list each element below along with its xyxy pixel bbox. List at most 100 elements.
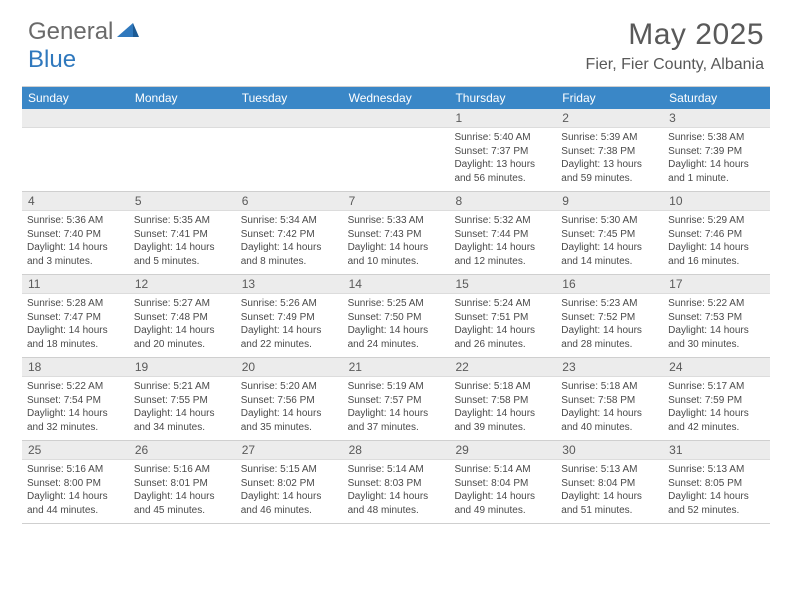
day-number: 15 <box>449 275 556 294</box>
day-cell: 26Sunrise: 5:16 AMSunset: 8:01 PMDayligh… <box>129 441 236 523</box>
day-cell <box>129 109 236 191</box>
day-cell: 6Sunrise: 5:34 AMSunset: 7:42 PMDaylight… <box>236 192 343 274</box>
day-number: 2 <box>556 109 663 128</box>
sunrise-text: Sunrise: 5:16 AM <box>27 463 124 477</box>
day-body: Sunrise: 5:14 AMSunset: 8:03 PMDaylight:… <box>343 460 450 522</box>
day-cell: 4Sunrise: 5:36 AMSunset: 7:40 PMDaylight… <box>22 192 129 274</box>
sunrise-text: Sunrise: 5:22 AM <box>668 297 765 311</box>
dow-thursday: Thursday <box>449 87 556 109</box>
day-cell: 8Sunrise: 5:32 AMSunset: 7:44 PMDaylight… <box>449 192 556 274</box>
day-number <box>236 109 343 128</box>
day-cell <box>343 109 450 191</box>
day-body <box>22 128 129 136</box>
day-number: 29 <box>449 441 556 460</box>
week-row: 4Sunrise: 5:36 AMSunset: 7:40 PMDaylight… <box>22 192 770 275</box>
sunset-text: Sunset: 8:04 PM <box>454 477 551 491</box>
logo-triangle-icon <box>117 21 139 44</box>
day-cell: 28Sunrise: 5:14 AMSunset: 8:03 PMDayligh… <box>343 441 450 523</box>
week-row: 18Sunrise: 5:22 AMSunset: 7:54 PMDayligh… <box>22 358 770 441</box>
day-cell <box>236 109 343 191</box>
day-of-week-row: Sunday Monday Tuesday Wednesday Thursday… <box>22 87 770 109</box>
day-cell: 9Sunrise: 5:30 AMSunset: 7:45 PMDaylight… <box>556 192 663 274</box>
day-cell: 14Sunrise: 5:25 AMSunset: 7:50 PMDayligh… <box>343 275 450 357</box>
day-body: Sunrise: 5:16 AMSunset: 8:00 PMDaylight:… <box>22 460 129 522</box>
day-cell: 23Sunrise: 5:18 AMSunset: 7:58 PMDayligh… <box>556 358 663 440</box>
day-body: Sunrise: 5:20 AMSunset: 7:56 PMDaylight:… <box>236 377 343 439</box>
daylight-text: Daylight: 14 hours and 24 minutes. <box>348 324 445 351</box>
day-body: Sunrise: 5:30 AMSunset: 7:45 PMDaylight:… <box>556 211 663 273</box>
dow-tuesday: Tuesday <box>236 87 343 109</box>
day-body: Sunrise: 5:39 AMSunset: 7:38 PMDaylight:… <box>556 128 663 190</box>
day-body: Sunrise: 5:33 AMSunset: 7:43 PMDaylight:… <box>343 211 450 273</box>
week-row: 1Sunrise: 5:40 AMSunset: 7:37 PMDaylight… <box>22 109 770 192</box>
day-body <box>343 128 450 136</box>
daylight-text: Daylight: 14 hours and 16 minutes. <box>668 241 765 268</box>
sunrise-text: Sunrise: 5:30 AM <box>561 214 658 228</box>
day-body: Sunrise: 5:32 AMSunset: 7:44 PMDaylight:… <box>449 211 556 273</box>
day-body: Sunrise: 5:34 AMSunset: 7:42 PMDaylight:… <box>236 211 343 273</box>
logo-text-blue: Blue <box>28 46 76 73</box>
sunset-text: Sunset: 8:00 PM <box>27 477 124 491</box>
day-body: Sunrise: 5:29 AMSunset: 7:46 PMDaylight:… <box>663 211 770 273</box>
daylight-text: Daylight: 13 hours and 56 minutes. <box>454 158 551 185</box>
sunset-text: Sunset: 7:44 PM <box>454 228 551 242</box>
sunrise-text: Sunrise: 5:32 AM <box>454 214 551 228</box>
day-number: 10 <box>663 192 770 211</box>
sunset-text: Sunset: 7:56 PM <box>241 394 338 408</box>
day-number: 5 <box>129 192 236 211</box>
day-cell: 25Sunrise: 5:16 AMSunset: 8:00 PMDayligh… <box>22 441 129 523</box>
sunrise-text: Sunrise: 5:14 AM <box>348 463 445 477</box>
sunset-text: Sunset: 7:55 PM <box>134 394 231 408</box>
day-cell: 2Sunrise: 5:39 AMSunset: 7:38 PMDaylight… <box>556 109 663 191</box>
sunrise-text: Sunrise: 5:29 AM <box>668 214 765 228</box>
day-cell: 1Sunrise: 5:40 AMSunset: 7:37 PMDaylight… <box>449 109 556 191</box>
sunrise-text: Sunrise: 5:18 AM <box>561 380 658 394</box>
sunrise-text: Sunrise: 5:14 AM <box>454 463 551 477</box>
day-body: Sunrise: 5:27 AMSunset: 7:48 PMDaylight:… <box>129 294 236 356</box>
dow-wednesday: Wednesday <box>343 87 450 109</box>
sunset-text: Sunset: 7:43 PM <box>348 228 445 242</box>
daylight-text: Daylight: 14 hours and 1 minute. <box>668 158 765 185</box>
sunset-text: Sunset: 7:53 PM <box>668 311 765 325</box>
sunrise-text: Sunrise: 5:18 AM <box>454 380 551 394</box>
sunrise-text: Sunrise: 5:13 AM <box>561 463 658 477</box>
day-body <box>129 128 236 136</box>
day-number: 3 <box>663 109 770 128</box>
day-cell: 30Sunrise: 5:13 AMSunset: 8:04 PMDayligh… <box>556 441 663 523</box>
sunset-text: Sunset: 7:45 PM <box>561 228 658 242</box>
day-number: 31 <box>663 441 770 460</box>
sunrise-text: Sunrise: 5:22 AM <box>27 380 124 394</box>
day-body: Sunrise: 5:14 AMSunset: 8:04 PMDaylight:… <box>449 460 556 522</box>
day-cell: 11Sunrise: 5:28 AMSunset: 7:47 PMDayligh… <box>22 275 129 357</box>
sunset-text: Sunset: 7:42 PM <box>241 228 338 242</box>
daylight-text: Daylight: 14 hours and 22 minutes. <box>241 324 338 351</box>
sunset-text: Sunset: 7:38 PM <box>561 145 658 159</box>
week-row: 25Sunrise: 5:16 AMSunset: 8:00 PMDayligh… <box>22 441 770 524</box>
sunset-text: Sunset: 7:41 PM <box>134 228 231 242</box>
day-body: Sunrise: 5:13 AMSunset: 8:05 PMDaylight:… <box>663 460 770 522</box>
day-number: 18 <box>22 358 129 377</box>
sunrise-text: Sunrise: 5:16 AM <box>134 463 231 477</box>
day-body: Sunrise: 5:38 AMSunset: 7:39 PMDaylight:… <box>663 128 770 190</box>
sunrise-text: Sunrise: 5:13 AM <box>668 463 765 477</box>
day-number: 23 <box>556 358 663 377</box>
daylight-text: Daylight: 14 hours and 48 minutes. <box>348 490 445 517</box>
day-cell: 31Sunrise: 5:13 AMSunset: 8:05 PMDayligh… <box>663 441 770 523</box>
daylight-text: Daylight: 14 hours and 18 minutes. <box>27 324 124 351</box>
day-number: 13 <box>236 275 343 294</box>
sunset-text: Sunset: 7:47 PM <box>27 311 124 325</box>
day-number <box>129 109 236 128</box>
dow-friday: Friday <box>556 87 663 109</box>
dow-saturday: Saturday <box>663 87 770 109</box>
daylight-text: Daylight: 14 hours and 10 minutes. <box>348 241 445 268</box>
sunset-text: Sunset: 8:04 PM <box>561 477 658 491</box>
day-cell: 10Sunrise: 5:29 AMSunset: 7:46 PMDayligh… <box>663 192 770 274</box>
daylight-text: Daylight: 14 hours and 37 minutes. <box>348 407 445 434</box>
day-cell: 15Sunrise: 5:24 AMSunset: 7:51 PMDayligh… <box>449 275 556 357</box>
daylight-text: Daylight: 14 hours and 42 minutes. <box>668 407 765 434</box>
day-cell: 17Sunrise: 5:22 AMSunset: 7:53 PMDayligh… <box>663 275 770 357</box>
day-number: 25 <box>22 441 129 460</box>
day-body: Sunrise: 5:25 AMSunset: 7:50 PMDaylight:… <box>343 294 450 356</box>
sunset-text: Sunset: 7:59 PM <box>668 394 765 408</box>
daylight-text: Daylight: 14 hours and 52 minutes. <box>668 490 765 517</box>
